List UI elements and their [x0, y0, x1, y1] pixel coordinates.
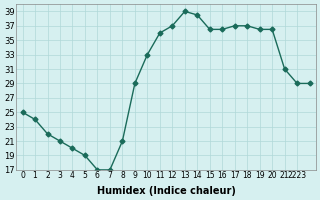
X-axis label: Humidex (Indice chaleur): Humidex (Indice chaleur) — [97, 186, 236, 196]
